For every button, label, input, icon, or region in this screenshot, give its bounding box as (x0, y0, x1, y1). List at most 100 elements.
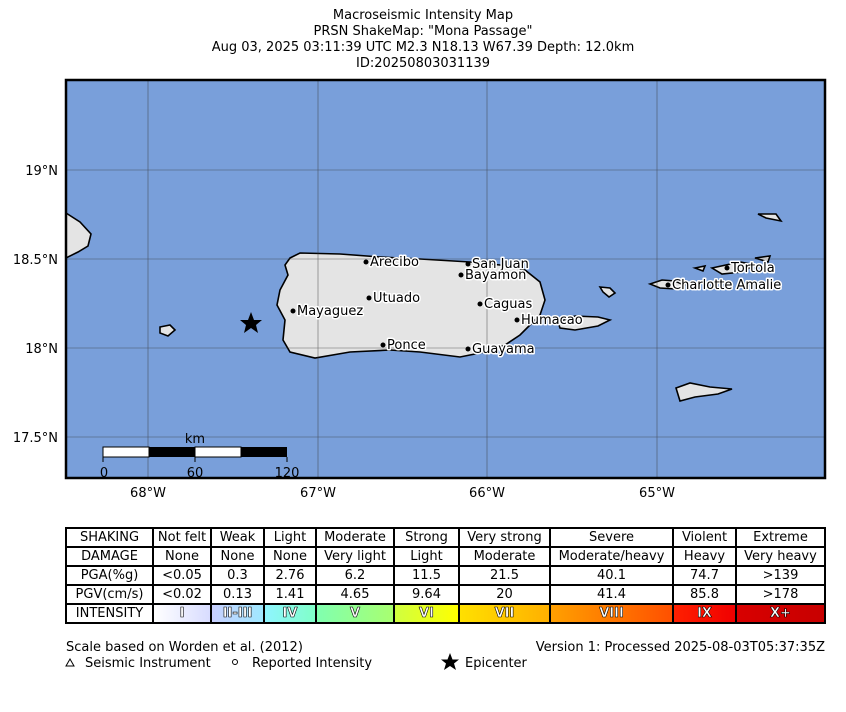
lon-label: 68°W (130, 486, 166, 501)
lon-label: 65°W (639, 486, 675, 501)
row-header: PGV(cm/s) (65, 584, 154, 605)
legend-cell: >178 (735, 584, 826, 605)
graticule (66, 80, 825, 478)
legend-cell: VII (458, 603, 551, 624)
legend-cell: II-III (210, 603, 265, 624)
place-dot (465, 261, 471, 267)
place-label: Guayama (472, 342, 535, 357)
place-dot (458, 272, 464, 278)
title: Macroseismic Intensity Map (332, 8, 514, 23)
legend-cell: 85.8 (672, 584, 737, 605)
place-label: Mayaguez (297, 304, 363, 319)
legend-cell: Moderate (315, 527, 395, 548)
legend-cell: 41.4 (549, 584, 674, 605)
row-header: PGA(%g) (65, 565, 154, 586)
legend-cell: Light (393, 546, 460, 567)
legend-row: INTENSITY I II-III IV V VI VII VIII IX X+ (65, 603, 826, 624)
legend-cell: Violent (672, 527, 737, 548)
place-dot (477, 301, 483, 307)
place-dot (665, 282, 671, 288)
subtitle: PRSN ShakeMap: "Mona Passage" (313, 24, 533, 39)
legend-item: Seismic Instrument (85, 656, 211, 671)
place-label: Bayamon (465, 268, 526, 283)
legend-cell: None (263, 546, 317, 567)
lon-label: 66°W (469, 486, 505, 501)
legend-item: Epicenter (465, 656, 528, 671)
place-label: Caguas (484, 297, 533, 312)
place-label: San Juan (472, 257, 529, 272)
legend-cell: <0.02 (152, 584, 212, 605)
lon-label: 67°W (300, 486, 336, 501)
legend-cell: None (210, 546, 265, 567)
legend-cell: Severe (549, 527, 674, 548)
legend-cell: I (152, 603, 212, 624)
legend-cell: 40.1 (549, 565, 674, 586)
legend-cell: IX (672, 603, 737, 624)
scale-label: 0 (100, 466, 108, 481)
legend-cell: Heavy (672, 546, 737, 567)
legend-cell: <0.05 (152, 565, 212, 586)
land (65, 211, 783, 402)
legend-cell: VI (393, 603, 460, 624)
legend-cell: V (315, 603, 395, 624)
legend-cell: Very heavy (735, 546, 826, 567)
place-label: Charlotte Amalie (672, 278, 781, 293)
lat-label: 18.5°N (13, 253, 58, 268)
place-label: Ponce (387, 338, 426, 353)
legend-cell: None (152, 546, 212, 567)
legend-cell: 9.64 (393, 584, 460, 605)
legend-row: PGV(cm/s) <0.02 0.13 1.41 4.65 9.64 20 41.4 85.8… (65, 584, 826, 605)
legend-cell: Weak (210, 527, 265, 548)
place-dot (366, 295, 372, 301)
legend-cell: >139 (735, 565, 826, 586)
legend-row: PGA(%g) <0.05 0.3 2.76 6.2 11.5 21.5 40.1 74.7 >1… (65, 565, 826, 586)
legend-row: SHAKING Not felt Weak Light Moderate Strong Ve… (65, 527, 826, 548)
legend-cell: 4.65 (315, 584, 395, 605)
legend-cell: Very light (315, 546, 395, 567)
legend-cell: 74.7 (672, 565, 737, 586)
legend-cell: 6.2 (315, 565, 395, 586)
legend-cell: 21.5 (458, 565, 551, 586)
legend-cell: Light (263, 527, 317, 548)
legend-cell: IV (263, 603, 317, 624)
legend-cell: Moderate (458, 546, 551, 567)
row-header: SHAKING (65, 527, 154, 548)
place-dot (380, 342, 386, 348)
event-info: Aug 03, 2025 03:11:39 UTC M2.3 N18.13 W6… (211, 40, 635, 55)
legend-cell: VIII (549, 603, 674, 624)
legend-cell: Moderate/heavy (549, 546, 674, 567)
legend-cell: 0.13 (210, 584, 265, 605)
scale-unit: km (185, 432, 205, 447)
map-frame (64, 78, 827, 480)
place-dot (514, 317, 520, 323)
legend-cell: Extreme (735, 527, 826, 548)
scale-note: Scale based on Worden et al. (2012) (66, 640, 303, 655)
place-dot (290, 308, 296, 314)
place-label: Utuado (373, 291, 420, 306)
row-header: INTENSITY (65, 603, 154, 624)
epicenter-star (240, 312, 262, 333)
version: Version 1: Processed 2025-08-03T05:37:35… (535, 640, 825, 655)
legend-cell: 20 (458, 584, 551, 605)
place-dot (465, 346, 471, 352)
place-label: Tortola (730, 261, 775, 276)
legend-cell: 0.3 (210, 565, 265, 586)
legend-cell: 11.5 (393, 565, 460, 586)
row-header: DAMAGE (65, 546, 154, 567)
legend-cell: Not felt (152, 527, 212, 548)
legend-cell: Strong (393, 527, 460, 548)
place-label: Humacao (521, 313, 583, 328)
symbol-legend: Seismic Instrument Reported Intensity Ep… (65, 653, 528, 671)
legend-cell: 2.76 (263, 565, 317, 586)
legend-cell: Very strong (458, 527, 551, 548)
lat-label: 18°N (25, 342, 58, 357)
intensity-legend-table: SHAKING Not felt Weak Light Moderate Strong Ve… (65, 527, 826, 624)
event-id: ID:20250803031139 (355, 56, 491, 71)
place-label: Arecibo (370, 255, 419, 270)
legend-row: DAMAGE None None None Very light Light Moderat… (65, 546, 826, 567)
lat-label: 17.5°N (13, 431, 58, 446)
place-dot (724, 265, 730, 271)
